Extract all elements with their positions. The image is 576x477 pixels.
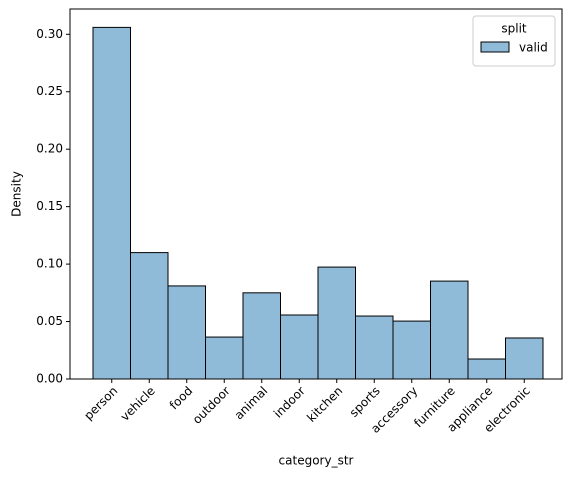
legend-box: [472, 15, 556, 67]
y-tick-label: 0.20: [36, 142, 63, 156]
legend-label: valid: [519, 41, 548, 55]
y-tick-label: 0.25: [36, 84, 63, 98]
legend-title: split: [501, 22, 527, 36]
bar: [505, 337, 544, 380]
x-tick-label: animal: [232, 384, 271, 423]
x-tick-label: vehicle: [118, 384, 158, 424]
y-tick-label: 0.05: [36, 314, 63, 328]
bar: [242, 292, 281, 380]
bar: [467, 358, 506, 380]
x-tick-label: person: [81, 384, 120, 423]
bar: [317, 266, 356, 380]
y-tick-label: 0.00: [36, 372, 63, 386]
bar: [280, 314, 319, 380]
bar: [430, 280, 469, 380]
x-tick-label: sports: [347, 384, 383, 420]
bar: [130, 252, 169, 380]
axes-frame: [69, 8, 563, 380]
y-tick-label: 0.10: [36, 257, 63, 271]
x-tick-label: indoor: [271, 384, 308, 421]
x-tick-label: outdoor: [190, 384, 233, 427]
y-axis-label: Density: [10, 171, 24, 217]
bar: [355, 315, 394, 380]
bar: [205, 336, 244, 380]
y-tick-label: 0.30: [36, 27, 63, 41]
bar: [167, 285, 206, 380]
bar: [392, 320, 431, 380]
x-axis-label: category_str: [279, 454, 354, 468]
legend-swatch: [480, 41, 510, 53]
bar: [92, 26, 131, 380]
y-tick-label: 0.15: [36, 199, 63, 213]
x-tick-label: kitchen: [304, 384, 345, 425]
x-tick-label: food: [167, 384, 196, 413]
